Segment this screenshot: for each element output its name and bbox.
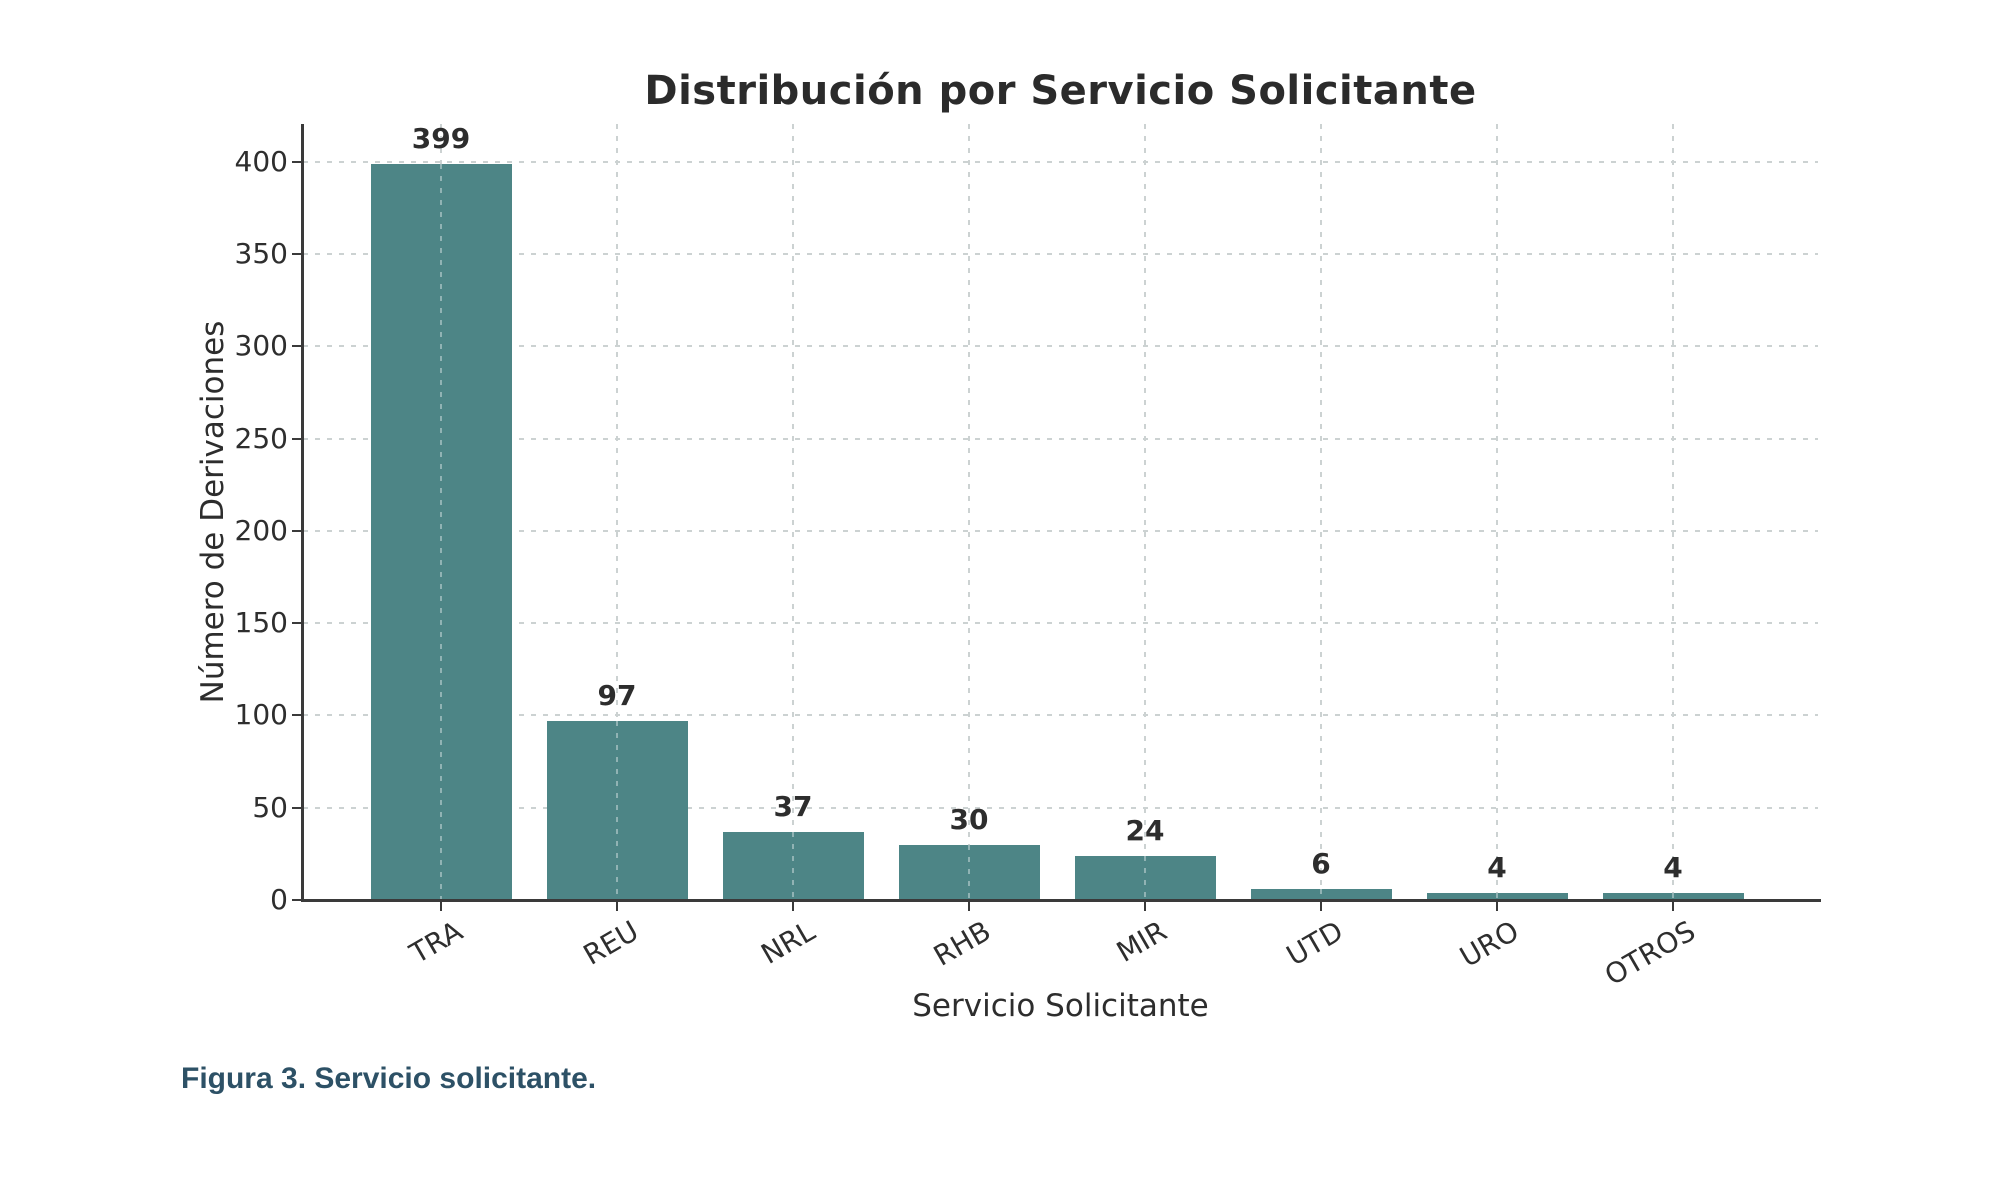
v-gridline bbox=[1672, 124, 1674, 899]
x-tick-mark bbox=[1672, 902, 1674, 911]
h-gridline bbox=[303, 529, 1818, 532]
bar-mir bbox=[1074, 855, 1216, 900]
y-tick-label: 250 bbox=[234, 421, 288, 455]
y-tick-mark bbox=[292, 345, 303, 348]
bar-value-label: 24 bbox=[1125, 813, 1165, 847]
y-tick-label: 400 bbox=[234, 144, 288, 178]
chart-title: Distribución por Servicio Solicitante bbox=[644, 68, 1477, 114]
bar-value-label: 97 bbox=[597, 679, 637, 712]
y-tick-mark bbox=[292, 714, 303, 717]
x-tick-mark bbox=[1144, 902, 1146, 911]
y-tick-mark bbox=[292, 160, 303, 163]
x-tick-label: TRA bbox=[404, 914, 469, 971]
h-gridline bbox=[303, 160, 1818, 163]
bar-value-label: 4 bbox=[1663, 850, 1683, 884]
bar-rhb bbox=[898, 844, 1040, 900]
bar-value-label: 6 bbox=[1311, 846, 1331, 880]
bar-otros bbox=[1602, 892, 1744, 900]
bar-gridline-overlay bbox=[1672, 892, 1674, 900]
x-tick-mark bbox=[1496, 902, 1498, 911]
y-tick-label: 100 bbox=[234, 698, 288, 732]
v-gridline bbox=[1320, 124, 1322, 899]
y-tick-mark bbox=[292, 437, 303, 440]
h-gridline bbox=[303, 345, 1818, 348]
y-tick-mark bbox=[292, 529, 303, 532]
bar-value-label: 30 bbox=[949, 802, 989, 836]
y-tick-label: 0 bbox=[270, 883, 288, 916]
x-tick-mark bbox=[968, 902, 970, 911]
bar-gridline-overlay bbox=[792, 831, 794, 900]
y-tick-mark bbox=[292, 806, 303, 809]
h-gridline bbox=[303, 437, 1818, 440]
bar-tra bbox=[370, 163, 512, 900]
h-gridline bbox=[303, 253, 1818, 256]
x-tick-label: NRL bbox=[755, 914, 821, 971]
x-tick-label: REU bbox=[578, 914, 645, 972]
y-axis-title: Número de Derivaciones bbox=[195, 320, 231, 704]
x-tick-mark bbox=[440, 902, 442, 911]
y-tick-mark bbox=[292, 622, 303, 625]
bar-value-label: 4 bbox=[1487, 850, 1507, 884]
bar-gridline-overlay bbox=[1144, 855, 1146, 900]
x-tick-label: UTD bbox=[1280, 914, 1349, 973]
x-tick-label: RHB bbox=[928, 914, 997, 973]
bar-gridline-overlay bbox=[968, 844, 970, 900]
x-tick-mark bbox=[792, 902, 794, 911]
x-tick-mark bbox=[1320, 902, 1322, 911]
bar-value-label: 399 bbox=[411, 121, 471, 155]
x-tick-label: MIR bbox=[1111, 914, 1173, 969]
v-gridline bbox=[968, 124, 970, 899]
x-tick-mark bbox=[616, 902, 618, 911]
y-axis-spine bbox=[301, 124, 304, 902]
x-tick-label: URO bbox=[1454, 914, 1525, 974]
bar-gridline-overlay bbox=[1320, 888, 1322, 900]
h-gridline bbox=[303, 622, 1818, 625]
y-tick-label: 50 bbox=[252, 790, 288, 824]
y-tick-mark bbox=[292, 253, 303, 256]
bar-nrl bbox=[722, 831, 864, 900]
v-gridline bbox=[616, 124, 618, 899]
y-tick-mark bbox=[292, 899, 303, 901]
h-gridline bbox=[303, 714, 1818, 717]
y-tick-label: 300 bbox=[234, 329, 288, 363]
v-gridline bbox=[1496, 124, 1498, 899]
bar-uro bbox=[1426, 892, 1568, 900]
x-tick-label: OTROS bbox=[1598, 914, 1701, 993]
figure-caption: Figura 3. Servicio solicitante. bbox=[181, 1062, 597, 1095]
v-gridline bbox=[792, 124, 794, 899]
bar-reu bbox=[546, 721, 688, 900]
h-gridline bbox=[303, 806, 1818, 809]
x-axis-title: Servicio Solicitante bbox=[912, 988, 1209, 1024]
bar-gridline-overlay bbox=[616, 721, 618, 900]
bar-gridline-overlay bbox=[440, 163, 442, 900]
y-tick-label: 150 bbox=[234, 606, 288, 640]
bar-utd bbox=[1250, 888, 1392, 900]
bar-value-label: 37 bbox=[773, 789, 813, 823]
y-tick-label: 350 bbox=[234, 237, 288, 271]
x-axis-spine bbox=[301, 899, 1821, 902]
bar-gridline-overlay bbox=[1496, 892, 1498, 900]
y-tick-label: 200 bbox=[234, 513, 288, 547]
v-gridline bbox=[1144, 124, 1146, 899]
